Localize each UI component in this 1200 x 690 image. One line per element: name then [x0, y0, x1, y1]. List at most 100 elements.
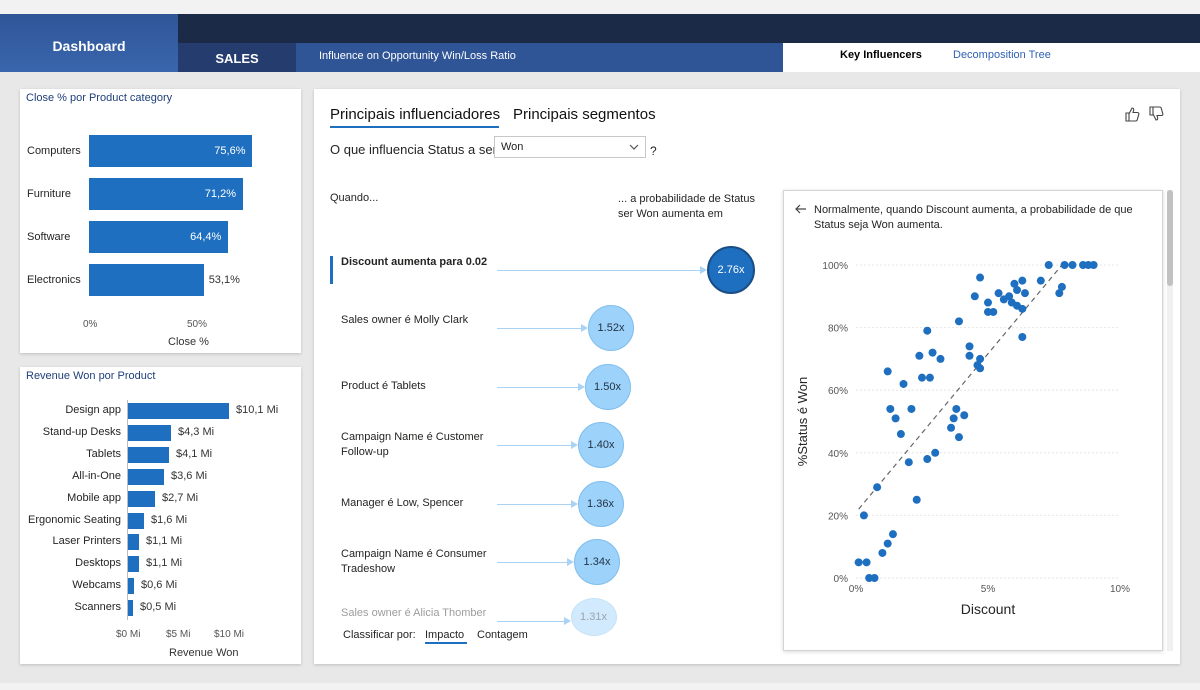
scatter-point[interactable]	[925, 373, 934, 382]
scatter-point[interactable]	[918, 373, 926, 382]
influencer-arrow	[497, 504, 571, 505]
arrow-head-icon	[567, 558, 574, 566]
scatter-point[interactable]	[923, 455, 932, 464]
scatter-point[interactable]	[904, 458, 913, 467]
influencer-label[interactable]: Campaign Name é Consumer Tradeshow	[341, 548, 487, 575]
influencer-label[interactable]: Campaign Name é Customer Follow-up	[341, 431, 484, 458]
bar[interactable]	[128, 578, 134, 595]
influencer-bubble[interactable]: 1.31x	[570, 598, 617, 636]
scatter-point[interactable]	[960, 411, 969, 420]
tab-key-influencers[interactable]: Key Influencers	[840, 49, 922, 61]
bar[interactable]	[128, 534, 139, 551]
scatter-point[interactable]	[1013, 286, 1022, 295]
arrow-left-icon[interactable]	[795, 203, 807, 215]
scatter-point[interactable]	[1036, 276, 1045, 285]
detail-scrollbar-thumb[interactable]	[1167, 190, 1173, 286]
scatter-point[interactable]	[1018, 304, 1027, 313]
bar[interactable]	[89, 178, 243, 210]
tab-top-segments[interactable]: Principais segmentos	[513, 106, 656, 123]
tab-decomposition-tree[interactable]: Decomposition Tree	[953, 49, 1051, 61]
status-value-select[interactable]: Won	[494, 136, 646, 158]
scatter-point[interactable]	[965, 351, 974, 360]
thumbs-down-icon[interactable]	[1149, 106, 1164, 121]
scatter-point[interactable]	[1005, 292, 1014, 301]
scatter-point[interactable]	[899, 379, 908, 388]
bar[interactable]	[128, 403, 229, 419]
scatter-point[interactable]	[883, 367, 892, 376]
scatter-point[interactable]	[886, 404, 895, 413]
scatter-point[interactable]	[888, 530, 897, 539]
scatter-point[interactable]	[923, 326, 932, 335]
scatter-point[interactable]	[984, 298, 992, 307]
tab-top-influencers[interactable]: Principais influenciadores	[330, 106, 501, 123]
scatter-point[interactable]	[859, 511, 868, 520]
bar[interactable]	[128, 512, 144, 529]
sort-impact-option[interactable]: Impacto	[425, 629, 465, 641]
influencer-label[interactable]: Product é Tablets	[341, 380, 426, 392]
scatter-point[interactable]	[976, 273, 985, 282]
scatter-point[interactable]	[976, 354, 985, 363]
scatter-point[interactable]	[1068, 261, 1077, 269]
scatter-point[interactable]	[954, 317, 963, 326]
influencer-label[interactable]: Sales owner é Molly Clark	[341, 314, 469, 326]
scatter-point[interactable]	[928, 348, 937, 357]
scatter-point[interactable]	[1020, 289, 1029, 298]
bar[interactable]	[89, 135, 253, 167]
bar[interactable]	[89, 221, 229, 253]
influencer-bubble[interactable]: 1.40x	[578, 422, 624, 468]
scatter-point[interactable]	[870, 574, 879, 582]
scatter-point[interactable]	[947, 423, 956, 432]
influencer-label[interactable]: Discount aumenta para 0.02	[341, 256, 488, 268]
scatter-point[interactable]	[883, 539, 892, 548]
bar[interactable]	[128, 468, 164, 485]
scatter-point[interactable]	[873, 483, 882, 492]
scatter-point[interactable]	[862, 558, 871, 567]
scatter-point[interactable]	[1044, 261, 1053, 269]
sort-count-option[interactable]: Contagem	[477, 629, 528, 641]
scatter-point[interactable]	[949, 414, 958, 423]
scatter-point[interactable]	[952, 404, 961, 413]
scatter-point[interactable]	[1010, 279, 1019, 288]
thumbs-up-icon[interactable]	[1125, 107, 1140, 122]
scatter-point[interactable]	[854, 558, 863, 567]
chevron-down-icon	[629, 144, 639, 150]
scatter-point[interactable]	[994, 289, 1003, 298]
scatter-point[interactable]	[1018, 276, 1027, 285]
scatter-point[interactable]	[1089, 261, 1098, 269]
scatter-point[interactable]	[970, 292, 979, 301]
bar[interactable]	[128, 490, 155, 507]
scatter-point[interactable]	[912, 495, 921, 504]
scatter-point[interactable]	[989, 307, 998, 316]
influencer-label[interactable]: Sales owner é Alicia Thomber	[341, 607, 487, 619]
sales-tab[interactable]: SALES	[178, 43, 296, 72]
influencer-label[interactable]: Manager é Low, Spencer	[341, 497, 464, 509]
scatter-point[interactable]	[936, 354, 945, 363]
scatter-point[interactable]	[915, 351, 924, 360]
bar[interactable]	[128, 556, 139, 573]
scatter-point[interactable]	[907, 404, 916, 413]
bar[interactable]	[128, 446, 169, 463]
influencer-bubble[interactable]: 1.34x	[574, 539, 620, 585]
scatter-point[interactable]	[1057, 282, 1066, 291]
influencer-bubble[interactable]: 1.36x	[577, 481, 624, 527]
scatter-point[interactable]	[976, 364, 985, 373]
scatter-point[interactable]	[954, 433, 963, 442]
dashboard-tab[interactable]: Dashboard	[0, 14, 178, 72]
bar[interactable]	[128, 600, 133, 617]
scatter-point[interactable]	[1060, 261, 1069, 269]
influencer-bubble[interactable]: 1.50x	[584, 364, 631, 410]
influencer-bubble[interactable]: 2.76x	[707, 246, 755, 294]
scatter-point[interactable]	[896, 430, 905, 439]
scatter-point[interactable]	[965, 342, 974, 351]
scatter-point[interactable]	[878, 548, 887, 557]
scatter-point[interactable]	[1018, 332, 1027, 341]
influencer-bubble[interactable]: 1.52x	[588, 305, 634, 351]
detail-scrollbar-track[interactable]	[1167, 190, 1173, 651]
scatter-point[interactable]	[931, 448, 940, 457]
scatter-point[interactable]	[1055, 289, 1064, 298]
bar-value-label: $0,5 Mi	[140, 601, 177, 614]
bar-value-label: $1,6 Mi	[151, 513, 188, 526]
scatter-point[interactable]	[891, 414, 900, 423]
bar[interactable]	[89, 264, 204, 296]
bar[interactable]	[128, 424, 171, 441]
